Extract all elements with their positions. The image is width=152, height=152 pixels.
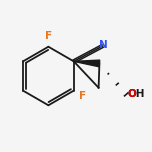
Text: OH: OH <box>128 89 145 99</box>
Text: O: O <box>128 89 137 99</box>
Polygon shape <box>74 60 100 67</box>
Text: F: F <box>79 91 86 101</box>
Text: F: F <box>45 31 52 41</box>
Text: N: N <box>99 40 108 50</box>
